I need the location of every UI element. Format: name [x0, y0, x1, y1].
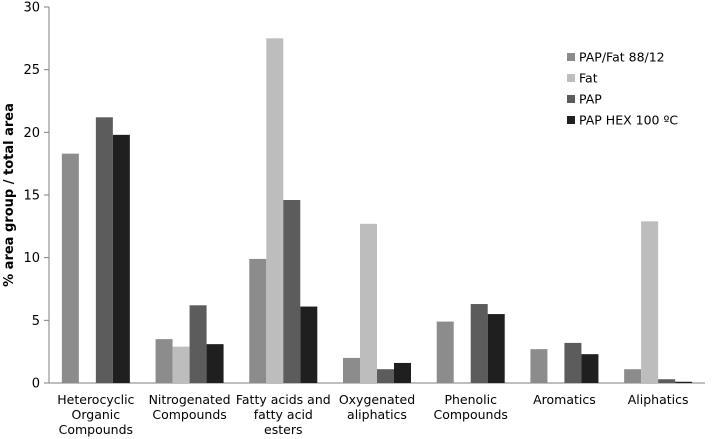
- category-label: Compounds: [152, 407, 226, 422]
- bar: [641, 221, 659, 383]
- bar: [487, 314, 505, 383]
- y-tick-label: 25: [23, 63, 40, 78]
- bar: [95, 117, 113, 383]
- category-label: Fatty acids and: [236, 392, 331, 407]
- y-tick-label: 30: [23, 1, 40, 16]
- category-label: Aromatics: [533, 392, 596, 407]
- category-label: Aliphatics: [628, 392, 689, 407]
- category-label: Compounds: [59, 422, 133, 437]
- category-label: fatty acid: [254, 407, 313, 422]
- bar: [61, 153, 79, 383]
- bar: [206, 344, 224, 383]
- bar: [624, 369, 642, 383]
- y-axis-ticks: 0 5 10 15 20 25 30: [23, 1, 49, 392]
- legend-label: PAP HEX 100 ºC: [579, 113, 678, 128]
- bar: [564, 342, 582, 383]
- bar: [172, 346, 190, 383]
- legend-swatch: [567, 95, 575, 103]
- legend-swatch: [567, 53, 575, 61]
- category-label: Heterocyclic: [57, 392, 134, 407]
- bar: [360, 223, 377, 383]
- bar: [283, 200, 301, 383]
- bar: [249, 258, 267, 383]
- y-tick-label: 15: [23, 189, 40, 204]
- category-label: Nitrogenated: [149, 392, 231, 407]
- bar: [155, 339, 173, 383]
- bar: [300, 306, 318, 383]
- bar: [658, 379, 676, 383]
- category-label: Organic: [72, 407, 121, 422]
- bar: [470, 304, 488, 383]
- bar: [436, 321, 454, 383]
- bar: [343, 357, 360, 383]
- bars-group: [61, 38, 693, 383]
- y-tick-label: 20: [23, 126, 40, 141]
- legend-label: PAP: [579, 92, 602, 107]
- bar: [530, 349, 548, 383]
- category-label: Compounds: [433, 407, 507, 422]
- category-label: esters: [264, 422, 302, 437]
- legend-label: PAP/Fat 88/12: [579, 50, 665, 65]
- y-axis-label: % area group / total area: [2, 103, 17, 287]
- legend-swatch: [567, 116, 575, 124]
- category-label: aliphatics: [347, 407, 407, 422]
- legend: PAP/Fat 88/12 Fat PAP PAP HEX 100 ºC: [567, 50, 678, 128]
- legend-label: Fat: [579, 71, 598, 86]
- category-label: Oxygenated: [339, 392, 415, 407]
- bar: [266, 38, 284, 383]
- category-label: Phenolic: [444, 392, 497, 407]
- y-tick-label: 5: [32, 314, 40, 329]
- y-tick-label: 10: [23, 251, 40, 266]
- legend-swatch: [567, 74, 575, 82]
- bar: [112, 134, 130, 383]
- category-labels: HeterocyclicOrganicCompoundsNitrogenated…: [57, 392, 688, 437]
- bar: [394, 362, 411, 383]
- bar: [189, 305, 207, 383]
- bar: [377, 369, 394, 383]
- bar: [675, 381, 693, 383]
- bar: [581, 354, 599, 383]
- y-tick-label: 0: [32, 377, 40, 392]
